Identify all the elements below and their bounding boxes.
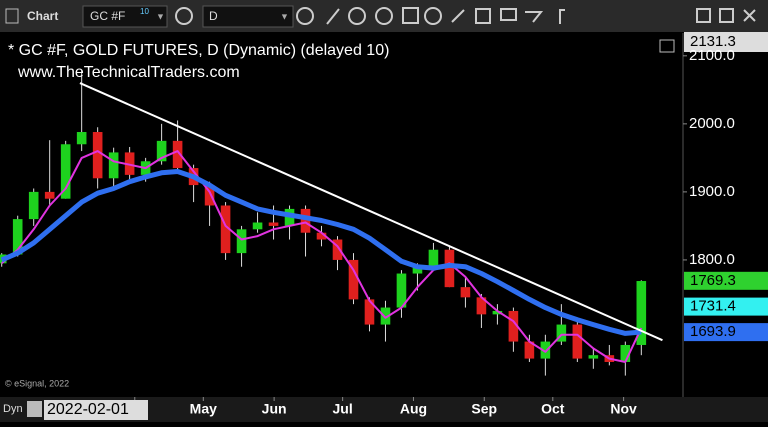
alert-button[interactable]: [424, 7, 442, 25]
moving-average: [1, 150, 643, 363]
candle-body: [636, 281, 647, 345]
clock-button[interactable]: [296, 7, 314, 25]
study-button[interactable]: [348, 7, 366, 25]
candle-body: [524, 341, 535, 359]
candle-body: [300, 208, 311, 233]
candle-body: [492, 310, 503, 315]
moving-average: [0, 169, 642, 336]
layout-button[interactable]: [696, 8, 711, 23]
overlay: 1769.3 1731.4 1693.9: [684, 271, 768, 342]
candle-body: [316, 232, 327, 240]
symbol: GC #F: [90, 9, 125, 23]
eraser-button[interactable]: [451, 9, 465, 23]
candle-body: [44, 191, 55, 199]
axis-top-box: [684, 32, 768, 52]
chart-subtitle: www.TheTechnicalTraders.com: [17, 64, 240, 81]
candle-body: [172, 140, 183, 169]
candle-body: [12, 219, 23, 255]
candle-body: [252, 222, 263, 230]
app-label: Chart: [27, 9, 58, 23]
credit: © eSignal, 2022: [5, 378, 69, 388]
x-tick-label: Jul: [333, 401, 353, 417]
candle-body: [236, 229, 247, 254]
price-label-box: [684, 323, 768, 342]
candle-body: [572, 324, 583, 359]
chart-icon: [5, 8, 19, 24]
candle-body: [380, 307, 391, 325]
mode-button[interactable]: [27, 401, 42, 417]
x-tick-label: May: [190, 401, 217, 417]
panel-button[interactable]: [659, 39, 675, 53]
candle-body: [28, 191, 39, 220]
candle-body: [444, 249, 455, 288]
price-label: 1731.4: [690, 298, 736, 315]
axis-top-value: 2131.3: [690, 33, 736, 50]
symbol-badge: 10: [140, 7, 149, 16]
candle-body: [220, 205, 231, 254]
x-tick-label: Oct: [541, 401, 565, 417]
interval-input[interactable]: [202, 5, 294, 28]
x-tick-label: Sep: [471, 401, 497, 417]
candle-body: [412, 266, 423, 274]
symbol-input[interactable]: [82, 5, 168, 28]
price-label: 1769.3: [690, 272, 736, 289]
price-label-box: [684, 297, 768, 316]
close-button[interactable]: [743, 9, 756, 22]
candle-body: [540, 341, 551, 359]
candle-body: [428, 249, 439, 267]
candle-body: [364, 299, 375, 325]
candle-body: [108, 152, 119, 179]
dropdown-arrow: ▼: [280, 11, 289, 21]
candle-body: [332, 239, 343, 260]
candle-body: [460, 287, 471, 298]
candle-body: [60, 144, 71, 199]
y-tick-label: 2100.0: [689, 47, 735, 64]
candle-body: [124, 152, 135, 175]
candle-body: [268, 222, 279, 226]
chart-title: * GC #F, GOLD FUTURES, D (Dynamic) (dela…: [8, 42, 389, 59]
maximize-button[interactable]: [719, 8, 734, 23]
compare-button[interactable]: [375, 7, 393, 25]
candle-body: [620, 344, 631, 362]
cursor-date-box: [44, 400, 148, 420]
x-tick-label: Aug: [400, 401, 427, 417]
trend-line: [79, 82, 663, 342]
candle-body: [76, 132, 87, 145]
dropdown-arrow: ▼: [156, 11, 165, 21]
plot-area: [0, 70, 663, 376]
refresh-button[interactable]: [175, 7, 193, 25]
candle-body: [508, 310, 519, 342]
y-tick-label: 2000.0: [689, 115, 735, 132]
price-label-box: [684, 271, 768, 290]
price-label: 1693.9: [690, 323, 736, 340]
candle-body: [348, 259, 359, 300]
comment-button[interactable]: [500, 8, 517, 21]
candle-body: [204, 185, 215, 206]
text-button[interactable]: [402, 7, 419, 24]
mode-label: Dyn: [3, 403, 23, 415]
candle-body: [156, 140, 167, 162]
x-tick-label: Nov: [610, 401, 637, 417]
facebook-button[interactable]: [559, 9, 565, 24]
candle-body: [92, 132, 103, 179]
y-tick-label: 1900.0: [689, 183, 735, 200]
draw-button[interactable]: [326, 8, 340, 25]
grid-button[interactable]: [475, 8, 491, 24]
twitter-button[interactable]: [525, 11, 544, 23]
candle-body: [396, 273, 407, 308]
y-tick-label: 1800.0: [689, 251, 735, 268]
interval: D: [209, 9, 218, 23]
candle-body: [556, 324, 567, 342]
cursor-date: 2022-02-01: [47, 401, 129, 418]
candle-body: [476, 297, 487, 315]
x-tick-label: Jun: [262, 401, 287, 417]
candle-body: [588, 355, 599, 359]
